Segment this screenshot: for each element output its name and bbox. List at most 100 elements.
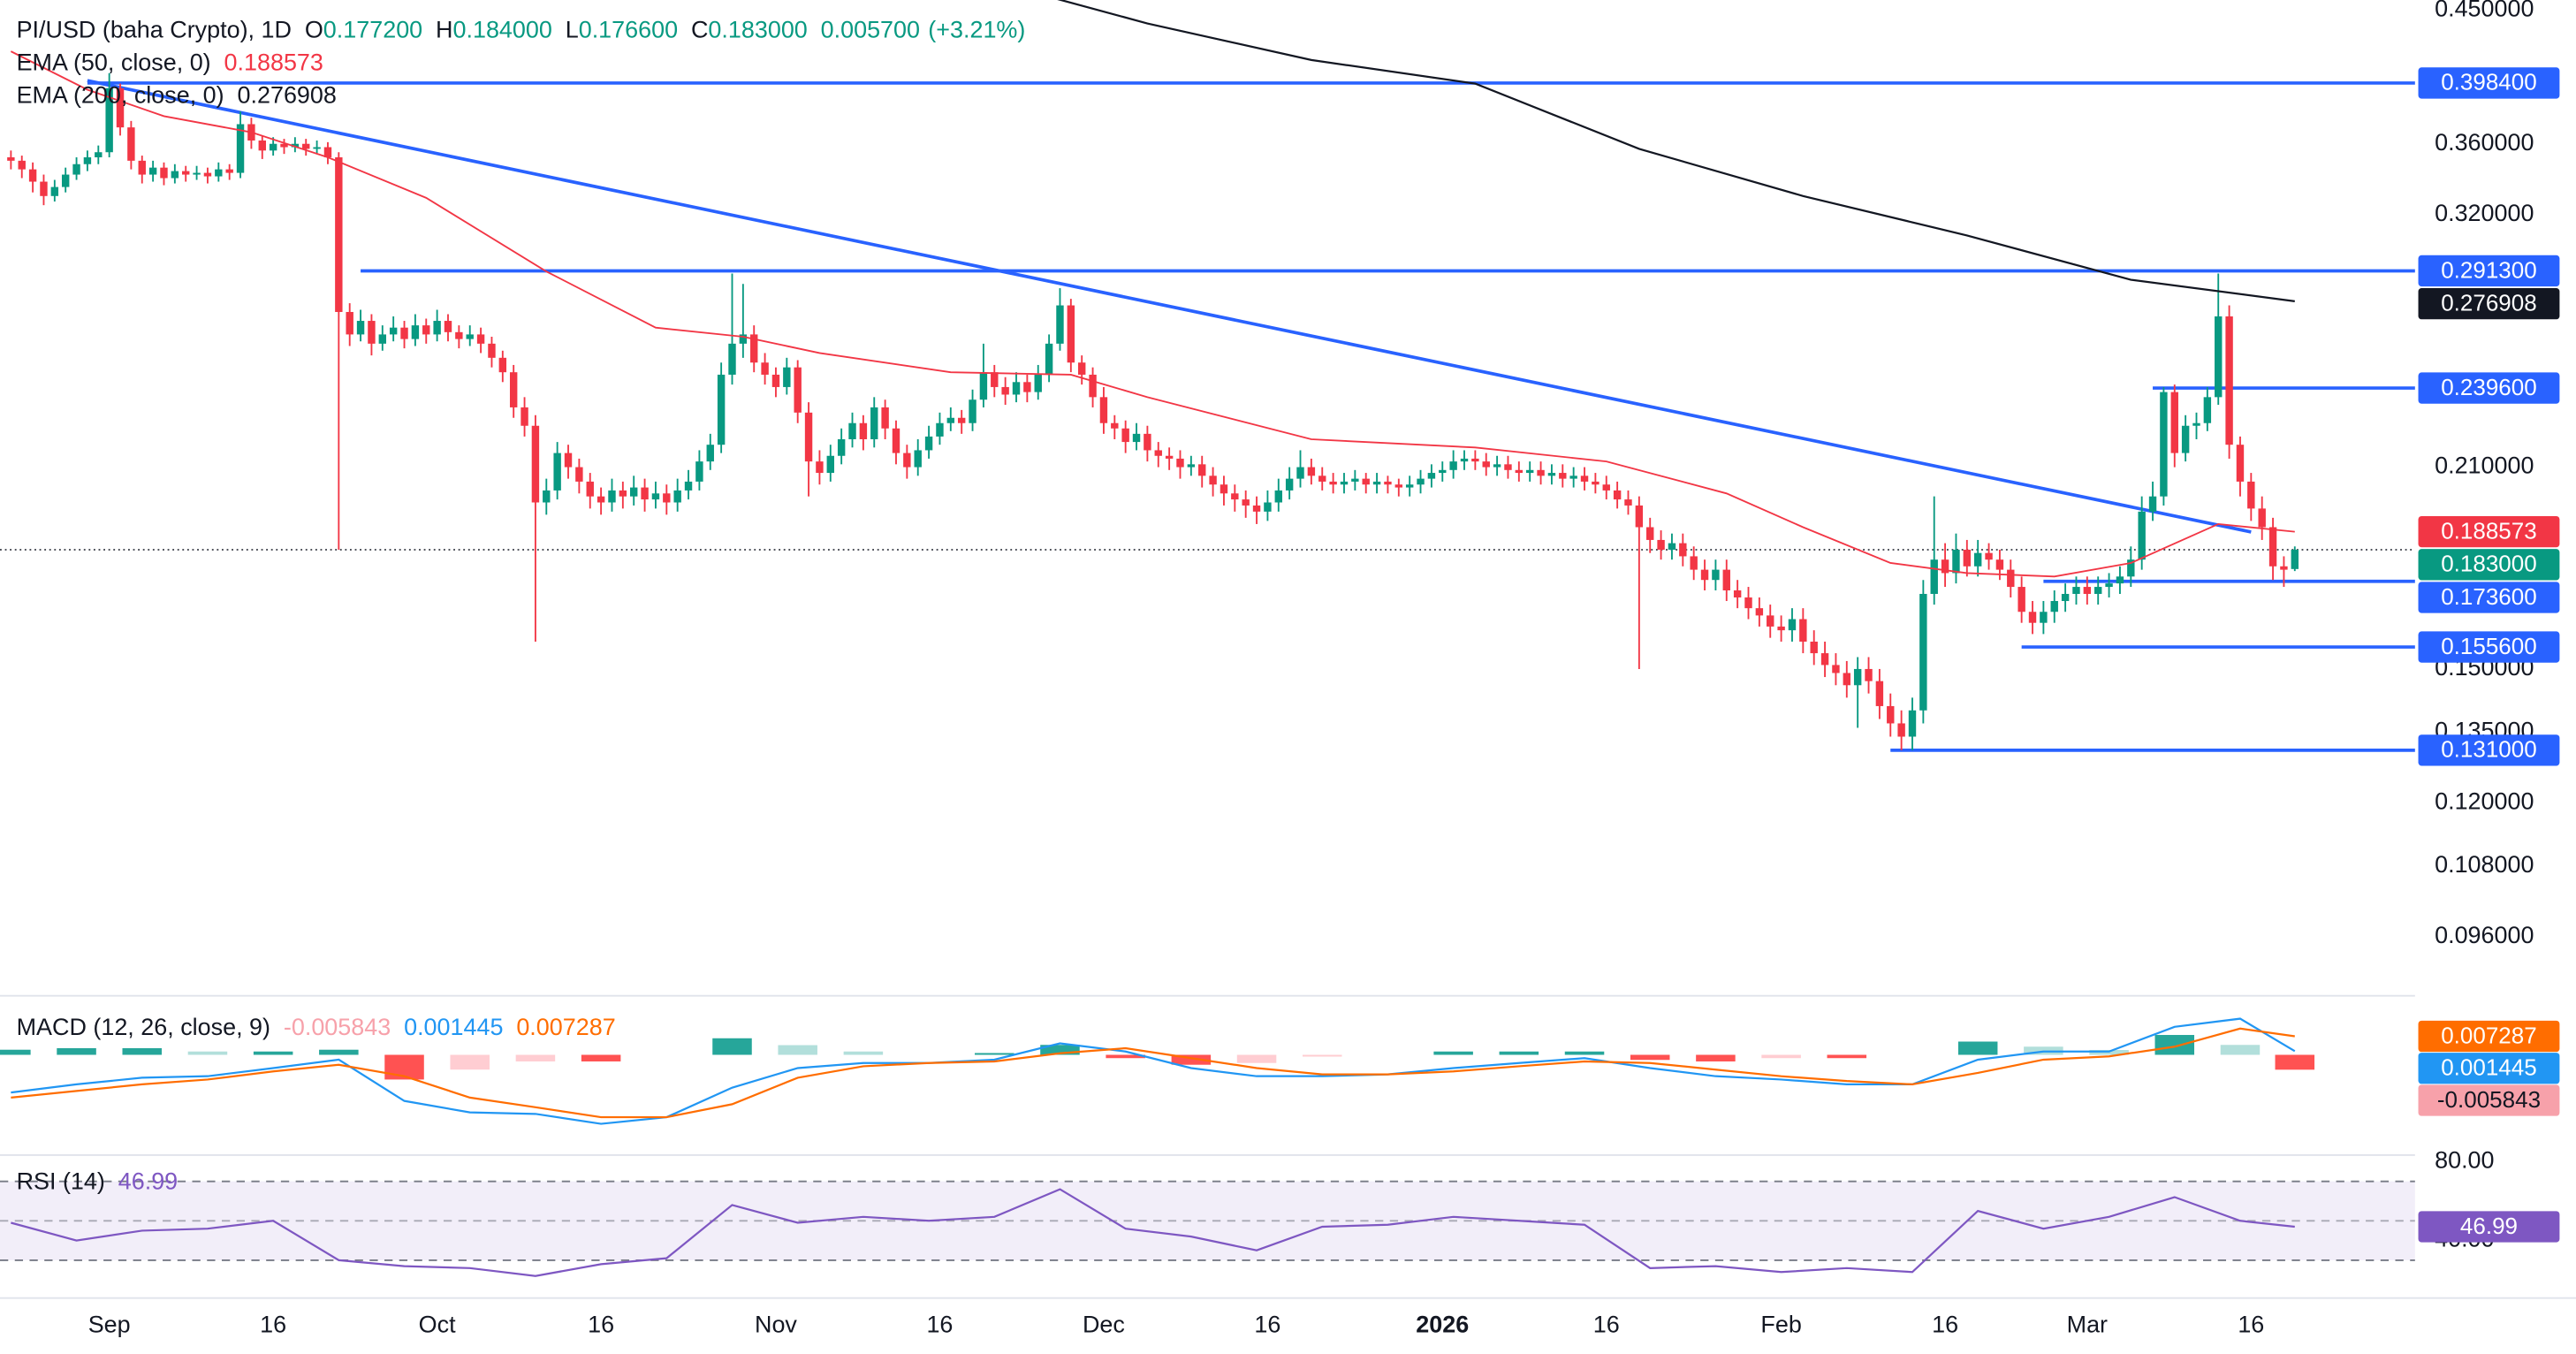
legend-header: PI/USD (baha Crypto), 1D O0.177200 H0.1840… [17,17,1026,43]
candle-body [1985,552,1993,560]
candle-body [1493,464,1501,468]
legend-value: -0.005843 [284,1014,391,1040]
candle-body [1252,505,1261,512]
macd-histogram-bar [1564,1051,1605,1055]
candle-body [794,367,802,413]
rsi-line [11,1188,2295,1277]
candle-body [1231,493,1239,500]
candle-body [881,407,889,429]
x-tick-label: Mar [2067,1311,2108,1337]
candle-body [433,321,441,335]
candle-body [1154,450,1162,456]
y-tick-label: 80.00 [2435,1146,2494,1173]
candle-body [50,186,59,196]
candle-body [127,127,135,161]
candle-body [706,445,714,462]
candle-body [2192,422,2200,426]
candle-body [2203,397,2212,423]
candle-body [553,453,561,491]
candle-body [476,334,485,344]
x-tick-label: 16 [2238,1311,2264,1337]
y-tick-label: 0.320000 [2435,200,2534,226]
candle-body [1515,469,1524,474]
candle-body [2225,316,2233,445]
candle-body [2127,559,2135,577]
x-tick-label: 16 [588,1311,614,1337]
candle-body [1657,539,1665,550]
price-tag: 0.239600 [2441,374,2537,400]
candle-body [957,417,966,423]
candle-body [280,143,288,148]
candle-body [728,343,736,375]
candle-body [40,181,48,196]
candle-body [837,438,846,456]
macd-histogram-bar [1696,1054,1736,1061]
candle-body [225,169,233,173]
macd-histogram-bar [975,1053,1014,1055]
candle-body [2072,587,2080,594]
candle-body [1329,481,1337,485]
candle-body [2236,445,2245,482]
x-tick-label: Sep [88,1311,131,1337]
x-tick-label: 16 [926,1311,953,1337]
candle-body [1089,374,1097,398]
candle-body [804,412,813,462]
candle-body [1318,475,1326,482]
candle-body [1919,593,1927,711]
candle-body [1569,475,1577,479]
candle-body [2017,587,2025,612]
candle-body [1340,481,1349,485]
y-tick-label: 0.450000 [2435,0,2534,21]
price-tag-bg [2418,631,2560,663]
candle-body [663,493,671,503]
price-tag-bg [2418,1053,2560,1084]
candle-body [335,156,343,312]
candle-body [400,327,408,339]
candle-body [258,140,266,151]
candle-body [924,436,933,451]
candle-body [1264,502,1272,512]
price-tag-bg [2418,515,2560,548]
price-tag-bg [2418,372,2560,404]
candle-body [1952,549,1960,574]
macd-histogram-bar [122,1047,163,1055]
candle-body [346,311,353,335]
candle-body [1274,490,1282,503]
candle-body [608,490,616,503]
candle-body [903,453,911,468]
candle-body [1482,461,1490,468]
candle-body [991,372,999,387]
candle-body [1635,505,1644,528]
candle-body [684,481,693,491]
candle-body [826,455,834,474]
change-pct: (+3.21%) [928,17,1025,43]
candle-body [7,156,15,161]
candle-body [1788,619,1797,631]
candle-body [1056,305,1064,344]
candle-body [1712,569,1720,581]
ohlc-value: 0.183000 [708,17,807,43]
macd-histogram-bar [1827,1054,1867,1059]
candle-body [1187,464,1196,468]
candle-body [1285,478,1294,491]
candle-body [2215,316,2223,398]
legend-entry: RSI (14) 46.99 [17,1168,179,1195]
candle-body [1832,665,1840,673]
candle-body [2291,549,2299,569]
candle-body [1624,499,1632,506]
ohlc-value: 0.184000 [453,17,552,43]
candle-body [203,172,212,177]
legend-value: 46.99 [118,1168,178,1195]
candle-body [1165,455,1174,459]
candle-body [1427,473,1436,479]
candle-body [1941,559,1949,574]
candle-body [1592,481,1600,485]
price-tag-bg [2418,549,2560,581]
macd-histogram-bar [2154,1035,2195,1055]
candle-body [673,490,681,503]
legend-value: 0.007287 [516,1014,615,1040]
candle-body [509,372,518,407]
candle-body [236,124,245,173]
price-tag: -0.005843 [2437,1086,2541,1113]
candle-body [105,87,113,153]
